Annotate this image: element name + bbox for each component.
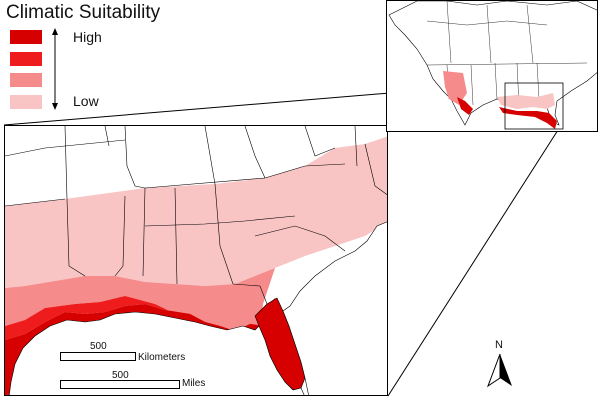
inset-suitability-mexico bbox=[457, 97, 473, 115]
inset-suitability-gulf bbox=[499, 107, 557, 129]
legend-swatch-high bbox=[10, 52, 42, 66]
inset-map[interactable] bbox=[386, 0, 598, 132]
low-suitability-zone bbox=[5, 136, 387, 288]
north-label: N bbox=[495, 339, 503, 351]
southeast-us-map bbox=[5, 126, 387, 395]
gulf-of-mexico bbox=[8, 311, 305, 395]
main-map[interactable] bbox=[4, 125, 388, 396]
scale-mi-value: 500 bbox=[112, 370, 129, 381]
north-america-inset bbox=[388, 1, 597, 130]
scale-mi-unit: Miles bbox=[182, 378, 206, 389]
state-boundaries bbox=[5, 126, 387, 305]
legend-swatch-low bbox=[10, 95, 42, 109]
north-america-landmass bbox=[388, 1, 597, 126]
legend-swatch-medium bbox=[10, 73, 42, 87]
scale-km-unit: Kilometers bbox=[138, 352, 186, 363]
scale-bar-kilometers bbox=[60, 352, 136, 361]
atlantic-ocean bbox=[282, 221, 387, 395]
inset-extent-box bbox=[504, 82, 564, 130]
legend-double-arrow-icon bbox=[52, 28, 58, 110]
legend-low-label: Low bbox=[73, 93, 99, 109]
inset-suitability-southeast bbox=[497, 93, 555, 109]
inset-suitability-west bbox=[443, 71, 467, 105]
north-arrow-icon bbox=[486, 353, 512, 388]
scale-bar-miles bbox=[60, 380, 180, 389]
legend-high-label: High bbox=[73, 29, 102, 45]
legend-title: Climatic Suitability bbox=[6, 2, 161, 23]
scale-km-value: 500 bbox=[90, 341, 107, 352]
legend-swatch-very-high bbox=[10, 30, 42, 44]
